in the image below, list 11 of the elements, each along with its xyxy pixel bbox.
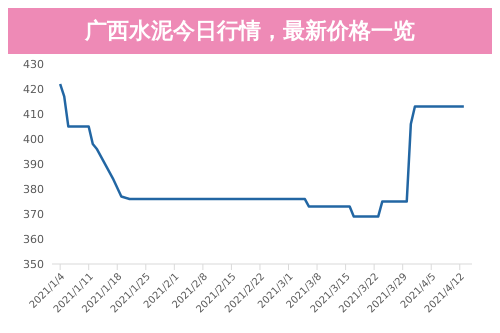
y-tick-label: 400 <box>23 132 44 146</box>
y-tick-label: 430 <box>23 58 44 71</box>
line-series <box>58 82 466 218</box>
chart-title: 广西水泥今日行情，最新价格一览 <box>8 8 492 54</box>
y-tick-label: 360 <box>23 232 44 246</box>
y-tick-label: 390 <box>23 158 44 171</box>
y-tick-label: 380 <box>23 182 44 196</box>
y-tick-label: 420 <box>23 82 44 96</box>
y-tick-label: 370 <box>23 208 44 221</box>
y-tick-label: 410 <box>23 108 44 121</box>
y-tick-label: 350 <box>23 258 44 271</box>
